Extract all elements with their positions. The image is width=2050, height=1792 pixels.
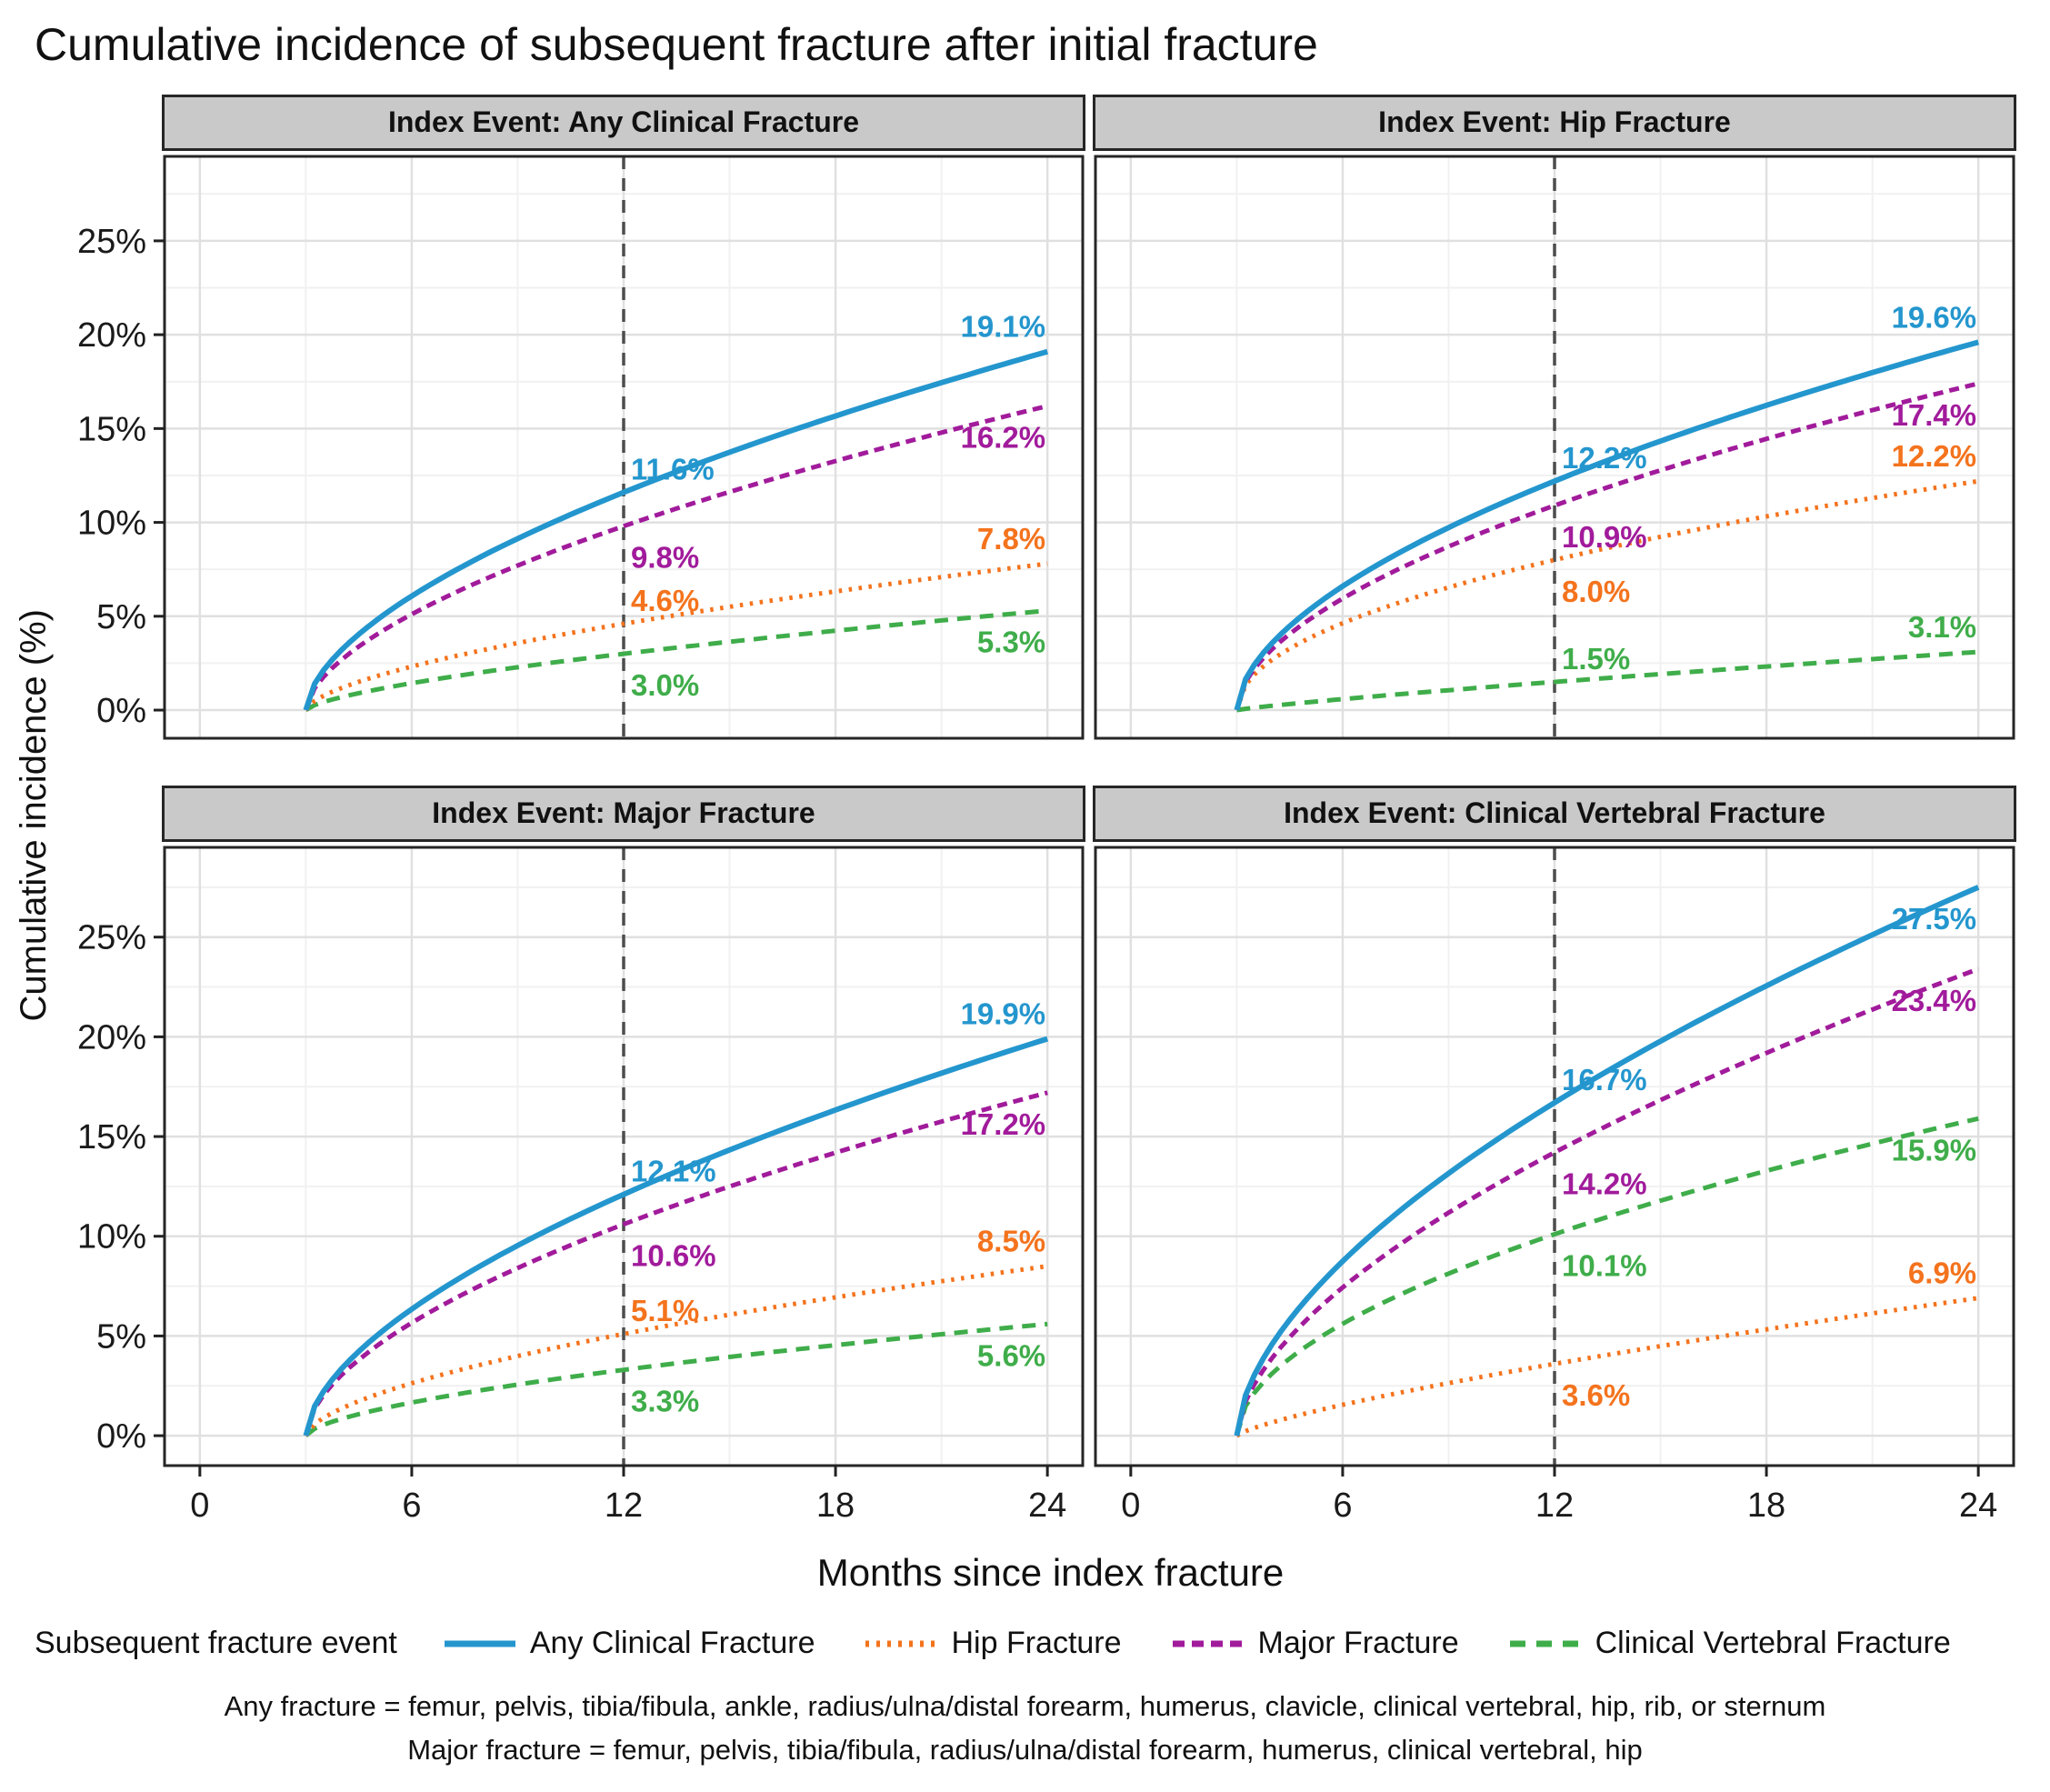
svg-text:15%: 15%	[77, 1118, 146, 1156]
svg-text:0: 0	[190, 1487, 209, 1525]
legend-line-sample-icon	[444, 1640, 515, 1647]
svg-text:19.6%: 19.6%	[1892, 300, 1977, 334]
legend-item-hip: Hip Fracture	[864, 1626, 1122, 1661]
svg-text:12.2%: 12.2%	[1562, 441, 1647, 475]
chart-grid: Cumulative incidence (%) Index Event: An…	[7, 95, 2043, 1537]
panel-major-fracture-plot: 0 6 12 18 24 0% 5% 10% 15% 20% 25% 12.1% 19.9% 10.6% 1…	[77, 846, 1085, 1525]
panel-clinical-vertebral-fracture-plot: 0 6 12 18 24 16.7% 27.5% 14.2% 23.4% 10.1% 15.9% 3.…	[1094, 846, 2015, 1525]
svg-text:19.1%: 19.1%	[961, 310, 1046, 344]
svg-text:6.9%: 6.9%	[1908, 1256, 1976, 1290]
svg-text:24: 24	[1959, 1487, 1997, 1525]
svg-text:27.5%: 27.5%	[1892, 902, 1977, 936]
svg-text:7.8%: 7.8%	[977, 522, 1045, 556]
svg-text:8.0%: 8.0%	[1562, 575, 1630, 608]
svg-text:4.6%: 4.6%	[631, 584, 699, 617]
svg-text:20%: 20%	[77, 1018, 146, 1056]
x-axis-title: Months since index fracture	[816, 1551, 1285, 1594]
svg-text:18: 18	[1747, 1487, 1785, 1525]
svg-text:17.4%: 17.4%	[1892, 398, 1977, 432]
svg-text:14.2%: 14.2%	[1562, 1167, 1647, 1201]
panel-clinical-vertebral-fracture: Index Event: Clinical Vertebral Fracture…	[1086, 786, 2041, 1537]
legend-item-vertebral: Clinical Vertebral Fracture	[1508, 1626, 1951, 1661]
legend-line-sample-icon	[1509, 1640, 1581, 1647]
svg-text:1.5%: 1.5%	[1562, 642, 1630, 676]
figure-title: Cumulative incidence of subsequent fract…	[35, 19, 1318, 70]
svg-text:3.3%: 3.3%	[631, 1385, 699, 1418]
svg-text:5.1%: 5.1%	[631, 1294, 699, 1327]
svg-text:5%: 5%	[96, 1317, 146, 1356]
svg-text:0%: 0%	[96, 692, 146, 730]
panel-hip-fracture-header: Index Event: Hip Fracture	[1093, 95, 2016, 151]
svg-text:23.4%: 23.4%	[1892, 984, 1977, 1017]
svg-text:12: 12	[1535, 1487, 1574, 1525]
legend-line-sample-icon	[865, 1640, 937, 1647]
svg-text:10%: 10%	[77, 505, 146, 543]
svg-text:10.9%: 10.9%	[1562, 520, 1647, 554]
svg-text:12.1%: 12.1%	[631, 1155, 716, 1188]
legend-line-sample-icon	[1172, 1640, 1244, 1647]
svg-text:16.2%: 16.2%	[961, 421, 1046, 455]
legend-item-any-clinical: Any Clinical Fracture	[443, 1626, 815, 1661]
svg-text:12.2%: 12.2%	[1892, 439, 1977, 473]
svg-text:11.6%: 11.6%	[631, 453, 715, 486]
footnotes: Any fracture = femur, pelvis, tibia/fibu…	[7, 1685, 2043, 1772]
svg-text:5%: 5%	[96, 598, 146, 636]
panel-hip-fracture: Index Event: Hip Fracture 12.2% 19.6% 10.9…	[1086, 95, 2041, 744]
panel-any-clinical-fracture: Index Event: Any Clinical Fracture 0% 5% 1…	[60, 95, 1086, 744]
svg-text:10.6%: 10.6%	[631, 1239, 716, 1273]
footnote-major-fracture: Major fracture = femur, pelvis, tibia/fi…	[407, 1734, 1643, 1767]
svg-text:18: 18	[816, 1487, 855, 1525]
svg-text:0: 0	[1121, 1487, 1140, 1525]
panel-any-clinical-fracture-header: Index Event: Any Clinical Fracture	[162, 95, 1085, 151]
legend: Subsequent fracture event Any Clinical F…	[35, 1626, 2043, 1661]
legend-title: Subsequent fracture event	[35, 1626, 397, 1660]
y-axis-title: Cumulative incidence (%)	[7, 95, 60, 1537]
svg-text:6: 6	[402, 1487, 421, 1525]
svg-text:15.9%: 15.9%	[1892, 1133, 1977, 1166]
svg-text:8.5%: 8.5%	[977, 1225, 1045, 1258]
svg-text:3.1%: 3.1%	[1908, 610, 1976, 644]
svg-text:16.7%: 16.7%	[1562, 1063, 1647, 1096]
panel-hip-fracture-plot: 12.2% 19.6% 10.9% 17.4% 8.0% 12.2% 1.5% 3.1%	[1094, 155, 2015, 740]
svg-text:19.9%: 19.9%	[961, 997, 1046, 1031]
legend-item-label: Major Fracture	[1257, 1626, 1459, 1660]
svg-text:20%: 20%	[77, 316, 146, 355]
panel-major-fracture-header: Index Event: Major Fracture	[162, 786, 1085, 842]
svg-text:25%: 25%	[77, 919, 146, 957]
legend-item-label: Hip Fracture	[951, 1626, 1122, 1660]
svg-text:9.8%: 9.8%	[631, 541, 699, 575]
legend-item-label: Any Clinical Fracture	[529, 1626, 815, 1660]
svg-text:10.1%: 10.1%	[1562, 1249, 1647, 1283]
svg-text:12: 12	[605, 1487, 643, 1525]
panel-major-fracture: Index Event: Major Fracture 0 6 12 18 24 0% 5%…	[60, 786, 1086, 1537]
svg-text:5.3%: 5.3%	[977, 626, 1045, 659]
svg-text:3.0%: 3.0%	[631, 668, 699, 702]
svg-text:25%: 25%	[77, 223, 146, 261]
y-axis-title-text: Cumulative incidence (%)	[13, 609, 54, 1022]
svg-text:5.6%: 5.6%	[977, 1338, 1045, 1372]
svg-text:24: 24	[1028, 1487, 1066, 1525]
svg-text:15%: 15%	[77, 410, 146, 448]
legend-item-major: Major Fracture	[1171, 1626, 1459, 1661]
svg-text:6: 6	[1333, 1487, 1352, 1525]
svg-text:3.6%: 3.6%	[1562, 1378, 1630, 1412]
panel-any-clinical-fracture-plot: 0% 5% 10% 15% 20% 25% 11.6% 19.1% 9.8% 16.2% 4.6% 7…	[77, 155, 1085, 740]
svg-text:10%: 10%	[77, 1218, 146, 1256]
svg-text:17.2%: 17.2%	[961, 1107, 1046, 1141]
footnote-any-fracture: Any fracture = femur, pelvis, tibia/fibu…	[224, 1690, 1826, 1722]
panel-clinical-vertebral-fracture-header: Index Event: Clinical Vertebral Fracture	[1093, 786, 2016, 842]
svg-text:0%: 0%	[96, 1417, 146, 1456]
legend-item-label: Clinical Vertebral Fracture	[1595, 1626, 1951, 1660]
